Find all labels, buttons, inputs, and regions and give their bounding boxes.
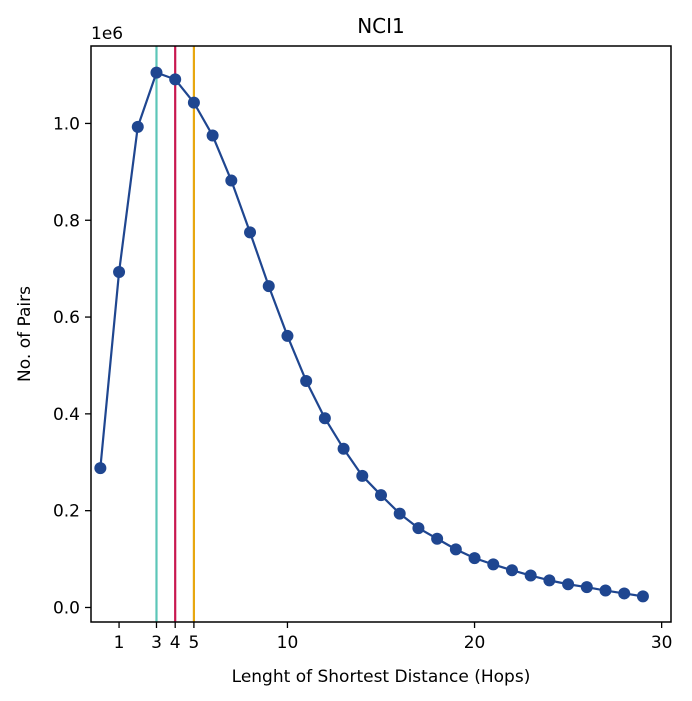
y-tick-label: 0.6: [53, 308, 80, 328]
data-point: [393, 507, 406, 520]
data-point: [262, 280, 275, 293]
x-tick-label: 30: [651, 633, 673, 653]
chart-title: NCI1: [357, 14, 405, 38]
data-point: [318, 412, 331, 425]
x-axis-ticks: 1 3 4 5 10 20 30: [114, 622, 673, 653]
y-axis-label: No. of Pairs: [15, 286, 35, 382]
y-tick-label: 0.8: [53, 211, 80, 231]
x-tick-label: 5: [188, 633, 199, 653]
y-tick-label: 0.2: [53, 502, 80, 522]
plot-frame: [90, 45, 672, 623]
data-point: [431, 532, 444, 545]
y-axis-offset-label: 1e6: [91, 24, 123, 44]
data-point: [505, 564, 518, 577]
x-axis-label: Lenght of Shortest Distance (Hops): [232, 667, 531, 687]
series-layer: [94, 66, 649, 603]
y-tick-label: 1.0: [53, 114, 80, 134]
data-point: [487, 558, 500, 571]
data-point: [468, 552, 481, 565]
data-point: [337, 442, 350, 455]
data-point: [562, 578, 575, 591]
x-tick-label: 3: [151, 633, 162, 653]
y-axis-ticks: 0.0 0.2 0.4 0.6 0.8 1.0: [53, 114, 91, 618]
data-point: [618, 587, 631, 600]
data-point: [375, 489, 387, 502]
data-point: [187, 96, 200, 109]
data-point: [356, 469, 369, 482]
data-point: [543, 574, 556, 587]
x-tick-label: 20: [464, 633, 486, 653]
x-tick-label: 4: [170, 633, 181, 653]
data-point: [449, 543, 462, 556]
data-point: [169, 73, 182, 86]
data-point: [206, 129, 219, 142]
data-point: [281, 329, 294, 342]
x-tick-label: 1: [114, 633, 125, 653]
data-point: [636, 590, 649, 603]
data-point: [300, 374, 313, 387]
data-point: [113, 266, 126, 279]
data-point: [580, 581, 593, 594]
x-tick-label: 10: [277, 633, 299, 653]
y-tick-label: 0.0: [53, 598, 80, 618]
data-point: [524, 569, 537, 582]
y-tick-label: 0.4: [53, 405, 80, 425]
data-point: [131, 120, 144, 133]
data-point: [244, 226, 257, 239]
data-point: [412, 522, 425, 535]
data-point: [225, 174, 238, 187]
data-point: [599, 584, 612, 597]
data-point: [150, 66, 163, 79]
data-point: [94, 462, 107, 475]
series-line-0: [99, 71, 644, 598]
vertical-lines: [155, 46, 196, 622]
